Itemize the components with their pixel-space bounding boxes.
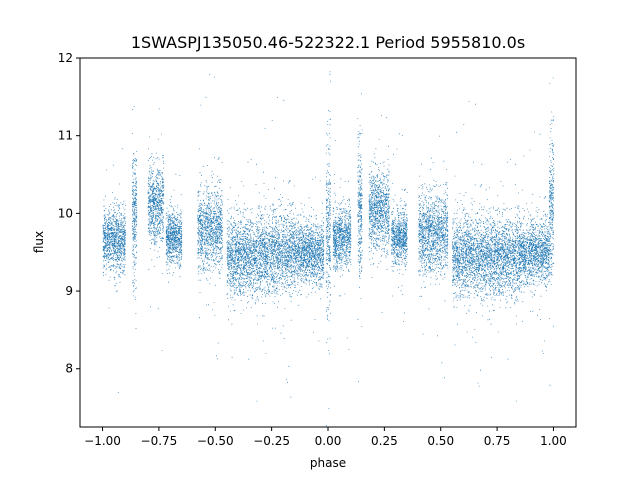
- chart-title: 1SWASPJ135050.46-522322.1 Period 5955810…: [131, 33, 525, 52]
- x-tick-label: 0.00: [315, 434, 342, 448]
- scatter-point-cloud: [102, 71, 555, 427]
- x-tick-label: 0.75: [484, 434, 511, 448]
- y-tick-label: 10: [58, 206, 73, 220]
- x-tick-label: −0.75: [141, 434, 178, 448]
- y-tick-label: 11: [58, 129, 73, 143]
- x-axis-ticks: −1.00 −0.75 −0.50 −0.25 0.00 0.25 0.50 0.75 1.00: [84, 427, 567, 448]
- x-tick-label: −0.50: [197, 434, 234, 448]
- x-tick-label: −0.25: [253, 434, 290, 448]
- y-axis-label: flux: [32, 231, 46, 253]
- x-tick-label: 0.50: [427, 434, 454, 448]
- x-tick-label: 0.25: [371, 434, 398, 448]
- data-points: [102, 71, 555, 427]
- y-tick-label: 12: [58, 51, 73, 65]
- y-axis-ticks: 8 9 10 11 12: [58, 51, 80, 376]
- x-tick-label: −1.00: [84, 434, 121, 448]
- y-tick-label: 8: [65, 362, 73, 376]
- x-tick-label: 1.00: [540, 434, 567, 448]
- y-tick-label: 9: [65, 284, 73, 298]
- x-axis-label: phase: [310, 456, 346, 470]
